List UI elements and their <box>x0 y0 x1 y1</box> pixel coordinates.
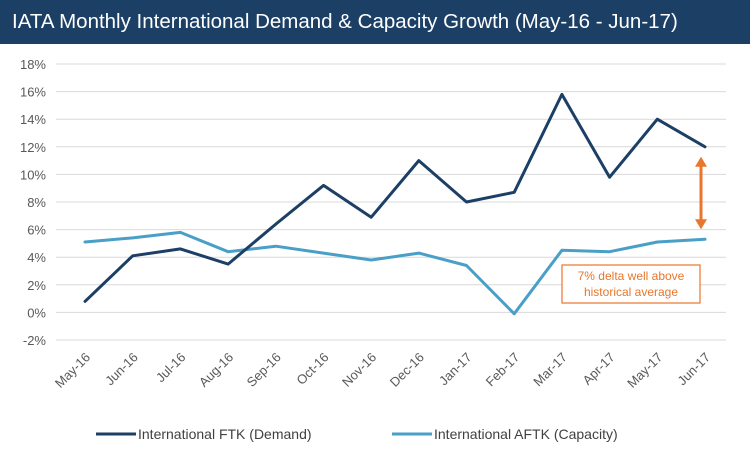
y-tick-label: 10% <box>20 167 46 182</box>
x-tick-label: May-16 <box>52 350 93 391</box>
y-tick-label: 6% <box>27 223 46 238</box>
x-tick-label: Dec-16 <box>387 350 427 390</box>
legend-label-demand: International FTK (Demand) <box>138 426 312 442</box>
gridlines <box>56 63 726 341</box>
y-tick-label: 18% <box>20 57 46 72</box>
x-tick-label: May-17 <box>624 350 665 391</box>
x-tick-label: Nov-16 <box>339 350 379 390</box>
y-tick-label: 12% <box>20 140 46 155</box>
annotation-box <box>561 264 701 304</box>
x-tick-label: Jul-16 <box>153 350 189 386</box>
y-tick-label: 0% <box>27 305 46 320</box>
y-tick-label: -2% <box>23 333 47 348</box>
x-tick-label: Jan-17 <box>436 350 475 389</box>
annotation-line-2: historical average <box>584 285 678 299</box>
y-tick-label: 8% <box>27 195 46 210</box>
chart-title: IATA Monthly International Demand & Capa… <box>0 0 750 44</box>
y-tick-label: 16% <box>20 85 46 100</box>
legend: International FTK (Demand) International… <box>96 426 618 442</box>
x-tick-label: Mar-17 <box>530 350 570 390</box>
y-tick-label: 14% <box>20 112 46 127</box>
x-tick-label: Feb-17 <box>483 350 523 390</box>
delta-arrowhead-top <box>695 156 707 167</box>
x-tick-label: Aug-16 <box>196 350 236 390</box>
series-line <box>83 230 707 316</box>
delta-arrowhead-bottom <box>695 219 707 230</box>
x-axis-ticks: May-16 Jun-16 Jul-16 Aug-16 Sep-16 Oct-16 Nov-… <box>52 350 713 391</box>
x-tick-label: Jun-16 <box>102 350 141 389</box>
y-axis-ticks: -2% 0% 2% 4% 6% 8% 10% 12% 14% 16% 18% <box>20 57 46 348</box>
x-tick-label: Jun-17 <box>674 350 713 389</box>
x-tick-label: Apr-17 <box>580 350 618 388</box>
annotation-line-1: 7% delta well above <box>578 269 685 283</box>
legend-label-capacity: International AFTK (Capacity) <box>434 426 618 442</box>
y-tick-label: 4% <box>27 250 46 265</box>
x-tick-label: Sep-16 <box>244 350 284 390</box>
series-line <box>83 92 707 303</box>
delta-annotation: 7% delta well above historical average <box>561 156 707 304</box>
y-tick-label: 2% <box>27 278 46 293</box>
x-tick-label: Oct-16 <box>293 350 331 388</box>
series-lines <box>83 92 707 316</box>
